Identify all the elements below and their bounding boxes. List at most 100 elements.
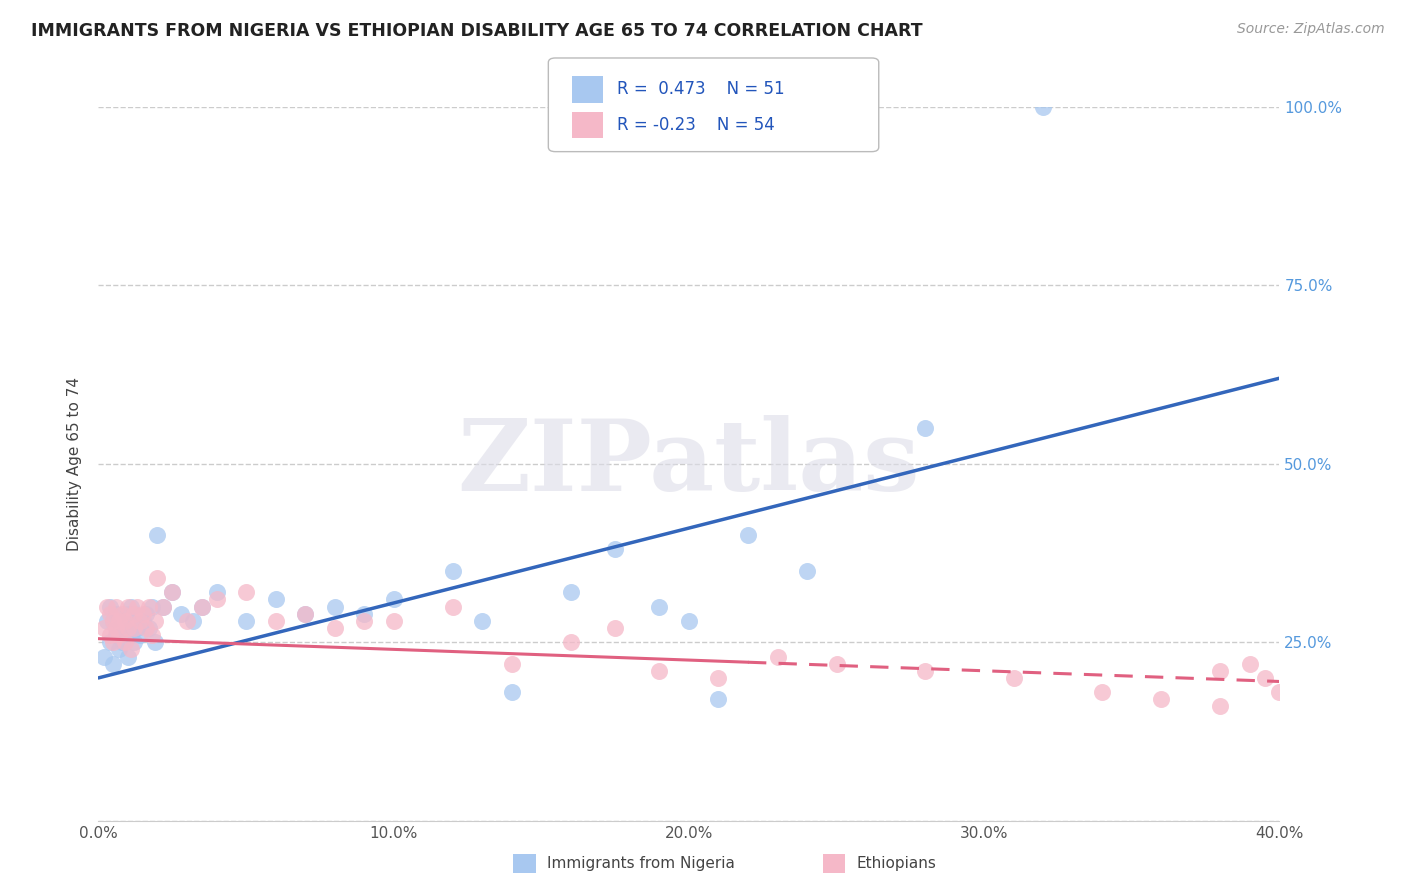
Point: [1209, 699, 1232, 714]
Point: [120, 628, 142, 642]
Point: [1032, 100, 1054, 114]
Point: [108, 642, 131, 657]
Point: [170, 607, 193, 621]
Text: Ethiopians: Ethiopians: [856, 856, 936, 871]
Point: [152, 599, 174, 614]
Point: [98, 628, 121, 642]
Point: [605, 542, 627, 557]
Point: [93, 649, 115, 664]
Text: ZIPatlas: ZIPatlas: [458, 416, 920, 512]
Point: [96, 614, 118, 628]
Point: [128, 628, 150, 642]
Point: [294, 607, 316, 621]
Point: [294, 607, 316, 621]
Point: [560, 635, 582, 649]
Point: [132, 614, 155, 628]
Point: [205, 592, 228, 607]
Text: Source: ZipAtlas.com: Source: ZipAtlas.com: [1237, 22, 1385, 37]
Point: [152, 599, 174, 614]
Point: [143, 635, 166, 649]
Point: [114, 621, 136, 635]
Point: [648, 599, 671, 614]
Point: [648, 664, 671, 678]
Point: [914, 421, 936, 435]
Point: [235, 614, 257, 628]
Point: [98, 635, 121, 649]
Point: [766, 649, 789, 664]
Point: [132, 607, 155, 621]
Point: [191, 599, 214, 614]
Text: R = -0.23    N = 54: R = -0.23 N = 54: [617, 116, 775, 134]
Point: [122, 635, 145, 649]
Point: [96, 599, 118, 614]
Point: [103, 614, 125, 628]
Point: [176, 614, 198, 628]
Point: [135, 621, 157, 635]
Point: [120, 599, 142, 614]
Point: [114, 635, 136, 649]
Point: [117, 621, 139, 635]
Point: [105, 599, 128, 614]
Text: R =  0.473    N = 51: R = 0.473 N = 51: [617, 80, 785, 98]
Point: [825, 657, 848, 671]
Point: [323, 599, 346, 614]
Point: [146, 528, 169, 542]
Point: [114, 614, 136, 628]
Point: [707, 692, 730, 706]
Point: [93, 621, 115, 635]
Point: [264, 592, 287, 607]
Point: [205, 585, 228, 599]
Point: [122, 621, 145, 635]
Point: [98, 599, 121, 614]
Point: [353, 607, 375, 621]
Point: [796, 564, 818, 578]
Point: [1254, 671, 1277, 685]
Point: [353, 614, 375, 628]
Point: [323, 621, 346, 635]
Text: IMMIGRANTS FROM NIGERIA VS ETHIOPIAN DISABILITY AGE 65 TO 74 CORRELATION CHART: IMMIGRANTS FROM NIGERIA VS ETHIOPIAN DIS…: [31, 22, 922, 40]
Point: [1002, 671, 1025, 685]
Point: [117, 607, 139, 621]
Point: [1239, 657, 1261, 671]
Point: [1150, 692, 1173, 706]
Text: Immigrants from Nigeria: Immigrants from Nigeria: [547, 856, 735, 871]
Point: [501, 657, 523, 671]
Point: [1268, 685, 1291, 699]
Point: [103, 614, 125, 628]
Point: [501, 685, 523, 699]
Point: [441, 564, 464, 578]
Point: [108, 614, 131, 628]
Point: [111, 614, 134, 628]
Point: [122, 607, 145, 621]
Point: [125, 621, 148, 635]
Point: [143, 614, 166, 628]
Point: [117, 649, 139, 664]
Point: [128, 614, 150, 628]
Point: [471, 614, 494, 628]
Point: [707, 671, 730, 685]
Point: [98, 607, 121, 621]
Point: [605, 621, 627, 635]
Point: [111, 607, 134, 621]
Point: [914, 664, 936, 678]
Point: [191, 599, 214, 614]
Point: [141, 599, 163, 614]
Point: [105, 628, 128, 642]
Point: [162, 585, 183, 599]
Point: [162, 585, 183, 599]
Point: [264, 614, 287, 628]
Point: [103, 635, 125, 649]
Point: [560, 585, 582, 599]
Point: [105, 607, 128, 621]
Point: [146, 571, 169, 585]
Point: [122, 607, 145, 621]
Point: [120, 642, 142, 657]
Point: [737, 528, 759, 542]
Point: [117, 599, 139, 614]
Point: [138, 599, 160, 614]
Y-axis label: Disability Age 65 to 74: Disability Age 65 to 74: [67, 376, 83, 551]
Point: [1209, 664, 1232, 678]
Point: [441, 599, 464, 614]
Point: [111, 635, 134, 649]
Point: [108, 628, 131, 642]
